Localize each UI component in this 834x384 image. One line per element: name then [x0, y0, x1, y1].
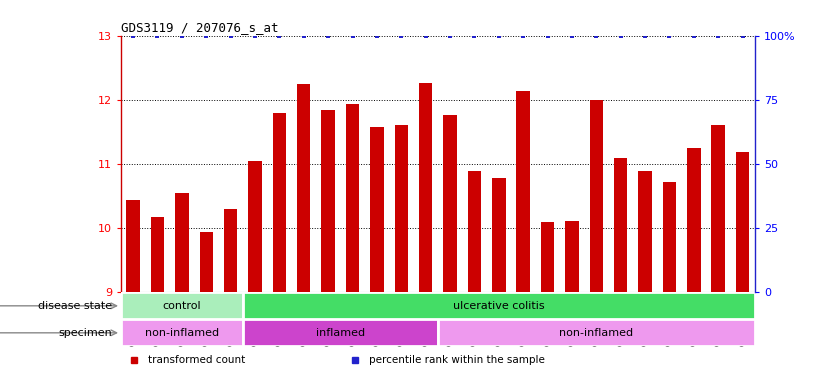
Bar	[614, 158, 627, 292]
Bar	[370, 127, 384, 292]
Bar	[663, 182, 676, 292]
Bar	[273, 113, 286, 292]
Text: transformed count: transformed count	[148, 355, 245, 365]
Text: disease state: disease state	[38, 301, 113, 311]
Bar	[346, 104, 359, 292]
Text: specimen: specimen	[59, 328, 113, 338]
Bar	[419, 83, 432, 292]
Bar	[736, 152, 749, 292]
Text: non-inflamed: non-inflamed	[145, 328, 219, 338]
Bar	[121, 319, 243, 346]
Text: non-inflamed: non-inflamed	[560, 328, 633, 338]
Bar	[516, 91, 530, 292]
Bar	[224, 209, 238, 292]
Bar	[711, 125, 725, 292]
Bar	[243, 292, 755, 319]
Bar	[151, 217, 164, 292]
Text: inflamed: inflamed	[316, 328, 365, 338]
Text: control: control	[163, 301, 201, 311]
Bar	[687, 148, 701, 292]
Bar	[297, 84, 310, 292]
Bar	[199, 232, 213, 292]
Bar	[590, 101, 603, 292]
Bar	[321, 110, 335, 292]
Bar	[492, 179, 505, 292]
Bar	[249, 161, 262, 292]
Bar	[121, 292, 243, 319]
Bar	[565, 221, 579, 292]
Bar	[127, 200, 140, 292]
Bar	[243, 319, 438, 346]
Text: GDS3119 / 207076_s_at: GDS3119 / 207076_s_at	[121, 21, 279, 34]
Bar	[394, 125, 408, 292]
Bar	[468, 171, 481, 292]
Bar	[638, 171, 652, 292]
Bar	[438, 319, 755, 346]
Bar	[444, 114, 457, 292]
Bar	[175, 193, 188, 292]
Text: percentile rank within the sample: percentile rank within the sample	[369, 355, 545, 365]
Bar	[540, 222, 555, 292]
Text: ulcerative colitis: ulcerative colitis	[453, 301, 545, 311]
